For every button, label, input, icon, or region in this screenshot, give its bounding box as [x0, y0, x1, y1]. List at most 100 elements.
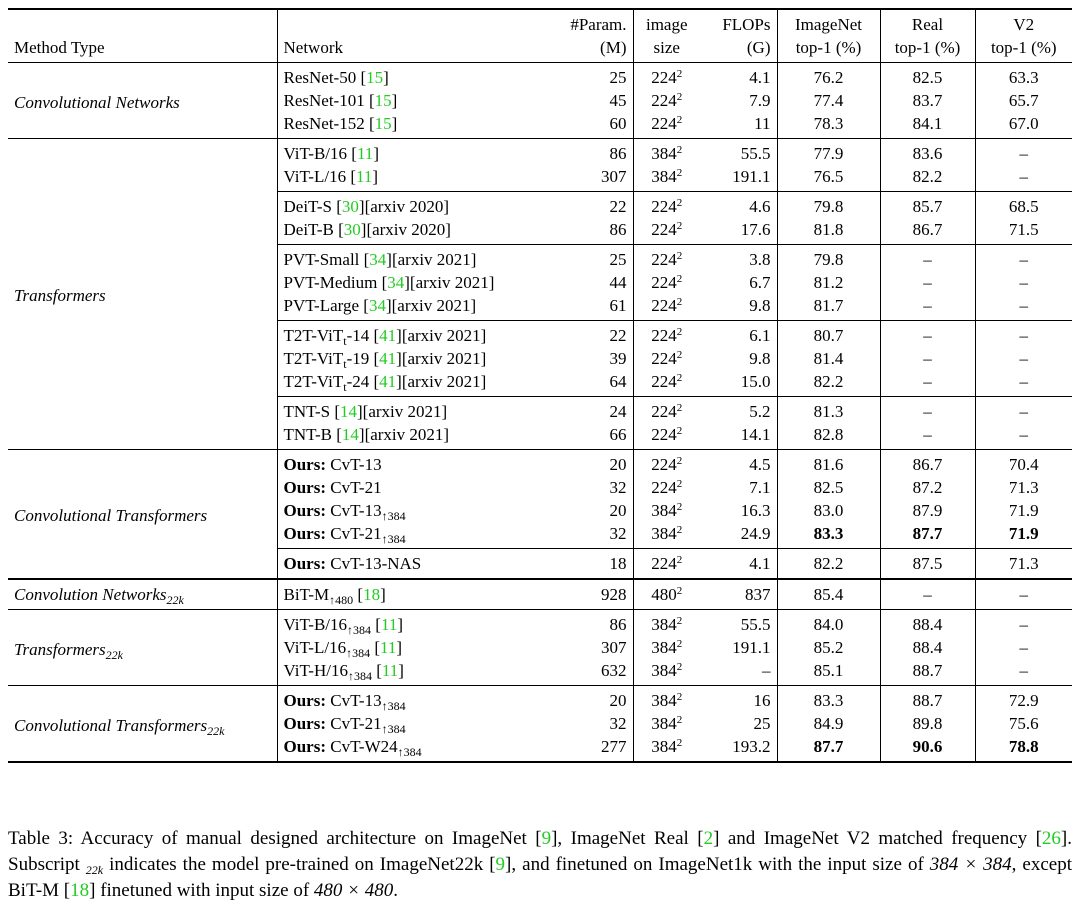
text-segment: 224 — [651, 554, 677, 573]
row-group: Transformers ViT-B/16 [11] 86 3842 55.5 77.9 8… — [8, 138, 1072, 450]
text-segment: 22k — [207, 723, 225, 738]
network: T2T-ViTt-14 [41][arxiv 2021] — [277, 320, 545, 347]
value-cell: 3842 — [633, 610, 700, 637]
text-segment: TNT-S [ — [283, 402, 341, 421]
value-cell: 3842 — [633, 636, 700, 659]
table-row: ViT-H/16↑384 [11] 632 3842–85.1 88.7– — [8, 659, 1072, 686]
value-cell: 66 — [545, 423, 634, 450]
value-cell: 83.6 — [880, 138, 976, 165]
text-segment: ][arxiv 2021] — [386, 250, 477, 269]
header-line: (M) — [600, 38, 627, 57]
value-cell: – — [1019, 661, 1029, 680]
text-segment: ] — [383, 68, 389, 87]
row-group: Convolutional Transformers22k Ours: CvT-1… — [8, 685, 1072, 762]
value-cell: 2242 — [633, 218, 700, 245]
text-segment: 224 — [651, 455, 677, 474]
value-cell: 90.6 — [880, 735, 976, 762]
header-line: ImageNet — [794, 15, 863, 34]
value-cell: – — [880, 271, 976, 294]
value-cell: 78.3 — [777, 112, 881, 139]
text-segment: T2T-ViT — [283, 372, 344, 391]
value-cell: – — [975, 396, 1072, 423]
text-segment: 2 — [676, 68, 683, 80]
header-line: Network — [283, 38, 343, 57]
value-cell: – — [1019, 167, 1029, 186]
value-cell: 2242 — [633, 450, 700, 477]
table-row: T2T-ViTt-24 [41][arxiv 2021] 64 2242 15.0 82… — [8, 370, 1072, 397]
column-header: image size — [633, 9, 700, 63]
value-cell: 32 — [545, 522, 634, 549]
value-cell: 2242 — [633, 89, 700, 112]
table-row: T2T-ViTt-14 [41][arxiv 2021] 22 2242 6.1 80.… — [8, 320, 1072, 347]
network: ResNet-101 [15] — [277, 89, 545, 112]
text-segment: ResNet-101 [ — [283, 91, 375, 110]
table-row: ResNet-152 [15] 60 2242 11 78.3 84.1 67.0 — [8, 112, 1072, 139]
value-cell: 2242 — [633, 370, 700, 397]
value-cell: 76.2 — [777, 62, 881, 89]
reference-link: 11 — [356, 144, 374, 163]
value-cell: 83.0 — [777, 499, 881, 522]
table-row: Ours: CvT-13-NAS 18 2242 4.1 82.2 87.5 71.3 — [8, 548, 1072, 579]
text-segment: T2T-ViT — [283, 349, 344, 368]
text-segment: 384 — [651, 524, 677, 543]
text-segment: 87.7 — [912, 524, 943, 543]
text-segment: ↑384 — [381, 699, 406, 712]
text-segment: ↑384 — [397, 745, 422, 759]
value-cell: 83.3 — [777, 685, 881, 712]
network: ViT-H/16↑384 [11] — [277, 659, 545, 686]
reference-link: 11 — [380, 615, 398, 634]
value-cell: 55.5 — [700, 609, 778, 636]
value-cell: 2242 — [633, 112, 700, 139]
text-segment: 2 — [676, 501, 683, 513]
value-cell: – — [880, 244, 976, 271]
header-row: Method Type Network #Param. (M) image size FLO… — [8, 9, 1072, 63]
reference-link: 15 — [374, 91, 392, 110]
value-cell: 87.5 — [880, 548, 976, 579]
value-cell: 3842 — [633, 686, 700, 713]
value-cell: 83.7 — [880, 89, 976, 112]
text-segment: ViT-L/16 — [283, 638, 347, 657]
value-cell: 82.5 — [777, 476, 881, 499]
header-line: #Param. — [570, 15, 627, 34]
row-group: Transformers22k ViT-B/16↑384 [11] 86 3842 55… — [8, 609, 1072, 686]
reference-link: 41 — [379, 372, 397, 391]
text-segment: 2 — [676, 638, 683, 650]
text-segment: T2T-ViT — [283, 326, 344, 345]
text-segment: 83.3 — [813, 524, 844, 543]
value-cell: – — [1019, 349, 1029, 368]
text-segment: ViT-L/16 [ — [283, 167, 356, 186]
network: TNT-S [14][arxiv 2021] — [277, 396, 545, 423]
value-cell: – — [880, 294, 976, 321]
column-header: FLOPs (G) — [700, 9, 778, 63]
text-segment: ], and finetuned on ImageNet1k with the … — [505, 854, 930, 875]
reference-link: 41 — [379, 349, 397, 368]
network: Ours: CvT-13↑384 — [277, 686, 545, 712]
value-cell: 83.3 — [777, 522, 881, 549]
text-segment: 2 — [676, 250, 683, 262]
value-cell: 88.7 — [880, 685, 976, 712]
text-segment: 2 — [676, 296, 683, 308]
text-segment: PVT-Large [ — [283, 296, 369, 315]
text-segment: ] — [391, 114, 398, 133]
reference-link: 2 — [703, 828, 714, 849]
value-cell: 75.6 — [1008, 714, 1039, 733]
text-segment: 384 — [651, 638, 677, 657]
header-line: Real — [911, 15, 944, 34]
value-cell: 78.8 — [975, 735, 1072, 762]
network: T2T-ViTt-24 [41][arxiv 2021] — [277, 370, 545, 397]
value-cell: 71.3 — [1008, 478, 1039, 497]
value-cell: 9.8 — [700, 347, 778, 370]
text-segment: 2 — [676, 326, 683, 338]
value-cell: 22 — [545, 320, 634, 347]
value-cell: 86 — [545, 609, 634, 636]
value-cell: 3842 — [633, 735, 700, 762]
text-segment: 2 — [676, 615, 683, 627]
value-cell: – — [975, 320, 1072, 347]
table-row: Ours: CvT-21 32 2242 7.1 82.5 87.2 71.3 — [8, 476, 1072, 499]
text-segment: 2 — [676, 737, 683, 749]
text-segment: 2 — [676, 524, 683, 536]
network: DeiT-S [30][arxiv 2020] — [277, 191, 545, 218]
network: ViT-L/16 [11] — [277, 165, 545, 192]
text-segment: , except BiT-M [ — [8, 854, 1072, 901]
